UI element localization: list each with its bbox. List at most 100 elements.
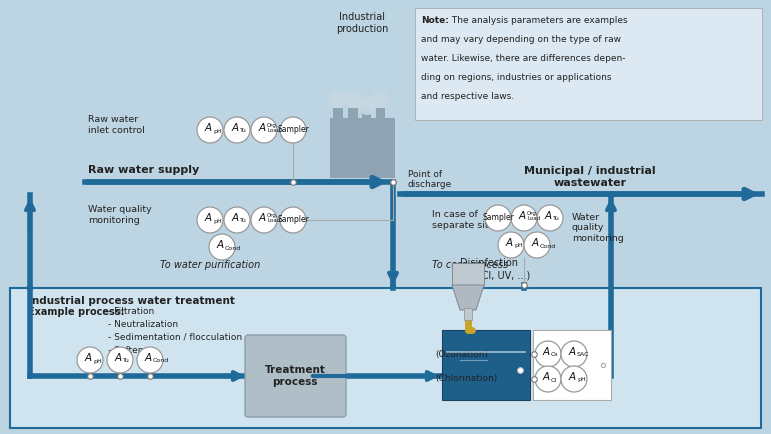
Text: Tu: Tu: [240, 218, 247, 224]
Circle shape: [524, 232, 550, 258]
FancyBboxPatch shape: [330, 118, 395, 178]
Circle shape: [344, 90, 362, 108]
Text: The analysis parameters are examples: The analysis parameters are examples: [449, 16, 628, 25]
Text: Org.: Org.: [527, 211, 539, 217]
Text: water. Likewise, there are differences depen-: water. Likewise, there are differences d…: [421, 54, 625, 63]
Circle shape: [485, 205, 511, 231]
Circle shape: [498, 232, 524, 258]
Text: A: A: [506, 238, 513, 248]
Circle shape: [561, 341, 587, 367]
Circle shape: [535, 341, 561, 367]
Circle shape: [374, 96, 386, 108]
Text: A: A: [543, 372, 550, 382]
Text: Org.: Org.: [267, 124, 278, 128]
Text: Sampler: Sampler: [277, 216, 309, 224]
Text: Cl: Cl: [551, 378, 557, 382]
Text: A: A: [204, 123, 211, 133]
Text: Sampler: Sampler: [482, 214, 514, 223]
Text: Tu: Tu: [553, 217, 560, 221]
Circle shape: [329, 90, 347, 108]
Text: Raw water
inlet control: Raw water inlet control: [88, 115, 145, 135]
Text: Org.: Org.: [267, 214, 278, 218]
Text: - Sedimentation / flocculation: - Sedimentation / flocculation: [108, 333, 242, 342]
Text: Note:: Note:: [421, 16, 449, 25]
Circle shape: [361, 103, 373, 115]
Circle shape: [224, 207, 250, 233]
FancyBboxPatch shape: [10, 288, 761, 428]
Text: A: A: [258, 213, 265, 223]
Text: Load: Load: [267, 218, 280, 224]
FancyBboxPatch shape: [245, 335, 346, 417]
Circle shape: [77, 347, 103, 373]
FancyBboxPatch shape: [442, 330, 530, 400]
Text: Example process:: Example process:: [28, 307, 124, 317]
Text: Water quality
monitoring: Water quality monitoring: [88, 205, 152, 225]
Text: A: A: [144, 353, 152, 363]
Circle shape: [280, 207, 306, 233]
Text: A: A: [258, 123, 265, 133]
Text: pH: pH: [93, 358, 102, 364]
Text: pH: pH: [213, 218, 222, 224]
Circle shape: [251, 207, 277, 233]
Text: A: A: [114, 353, 122, 363]
FancyBboxPatch shape: [348, 108, 358, 140]
FancyBboxPatch shape: [533, 330, 611, 400]
Circle shape: [197, 207, 223, 233]
FancyBboxPatch shape: [333, 108, 343, 148]
Circle shape: [332, 96, 344, 108]
Circle shape: [371, 90, 389, 108]
Circle shape: [137, 347, 163, 373]
Circle shape: [251, 117, 277, 143]
Text: To core process: To core process: [432, 260, 508, 270]
Text: Load: Load: [527, 217, 540, 221]
Text: A: A: [543, 347, 550, 357]
Circle shape: [197, 117, 223, 143]
Circle shape: [535, 366, 561, 392]
Text: A: A: [544, 211, 551, 221]
FancyBboxPatch shape: [362, 108, 371, 155]
Text: - Filtration: - Filtration: [108, 307, 154, 316]
Text: Disinfection: Disinfection: [460, 258, 518, 268]
Text: pH: pH: [577, 378, 586, 382]
Text: A: A: [85, 353, 92, 363]
Text: Raw water supply: Raw water supply: [88, 165, 199, 175]
Text: pH: pH: [514, 243, 523, 249]
Text: A: A: [518, 211, 526, 221]
Text: O₃: O₃: [551, 352, 558, 358]
Text: Cond: Cond: [225, 246, 241, 250]
Text: SAC: SAC: [577, 352, 590, 358]
Circle shape: [224, 117, 250, 143]
Circle shape: [537, 205, 563, 231]
Text: (O₃, Cl, UV, ...): (O₃, Cl, UV, ...): [460, 271, 530, 281]
Text: Tu: Tu: [240, 128, 247, 134]
Text: Point of
discharge: Point of discharge: [408, 170, 453, 189]
Text: Industrial process water treatment: Industrial process water treatment: [28, 296, 235, 306]
Circle shape: [280, 117, 306, 143]
Text: Water
quality
monitoring: Water quality monitoring: [572, 213, 624, 243]
FancyBboxPatch shape: [464, 308, 472, 320]
Text: and may vary depending on the type of raw: and may vary depending on the type of ra…: [421, 35, 621, 44]
Text: - Softener: - Softener: [108, 346, 153, 355]
FancyBboxPatch shape: [376, 108, 385, 145]
Text: Cond: Cond: [540, 243, 556, 249]
Circle shape: [347, 96, 359, 108]
Text: Load: Load: [267, 128, 280, 134]
Text: A: A: [568, 347, 576, 357]
Text: and respective laws.: and respective laws.: [421, 92, 514, 101]
Circle shape: [209, 234, 235, 260]
Text: Cond: Cond: [153, 358, 170, 364]
Text: pH: pH: [213, 128, 222, 134]
FancyBboxPatch shape: [452, 263, 484, 285]
Circle shape: [107, 347, 133, 373]
Text: In case of
separate sites: In case of separate sites: [432, 210, 500, 230]
Circle shape: [358, 97, 376, 115]
Text: A: A: [568, 372, 576, 382]
Polygon shape: [452, 285, 484, 310]
Text: Tu: Tu: [123, 358, 130, 364]
Text: Treatment
process: Treatment process: [264, 365, 325, 387]
Text: A: A: [217, 240, 224, 250]
Text: To water purification: To water purification: [160, 260, 260, 270]
Text: A: A: [231, 123, 238, 133]
Text: (Chlorination): (Chlorination): [435, 375, 497, 384]
Circle shape: [561, 366, 587, 392]
